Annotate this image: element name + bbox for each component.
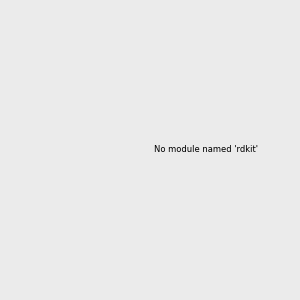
- Text: No module named 'rdkit': No module named 'rdkit': [154, 145, 258, 154]
